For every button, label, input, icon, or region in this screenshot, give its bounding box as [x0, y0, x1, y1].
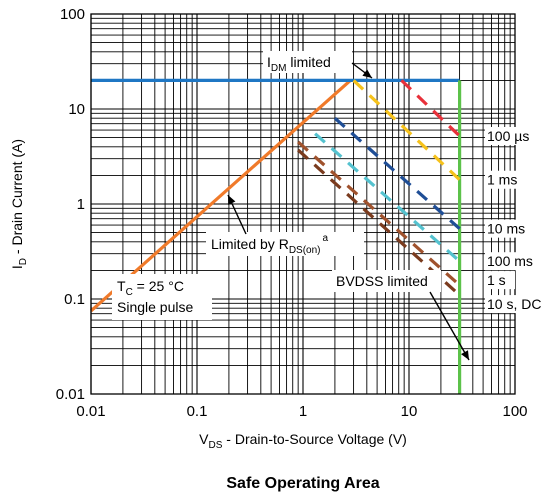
- curve-label-ms100: 100 ms: [487, 253, 533, 269]
- curve-label-ms1: 1 ms: [487, 172, 517, 188]
- curve-label-box-s1: [485, 271, 515, 290]
- x-tick-label: 0.1: [187, 403, 208, 420]
- curve-label-box-us100: [485, 126, 539, 145]
- curve-label-box-ms100: [485, 252, 539, 271]
- series-ms100: [314, 132, 461, 263]
- curve-label-box-s10: [485, 295, 555, 314]
- tick-labels: 0.01 0.1 1 10 100 0.01 0.1 1 10 100: [56, 6, 528, 420]
- idm-annotation: IDM limited: [267, 54, 331, 74]
- rds-annotation-box: [206, 232, 364, 256]
- curve-label-s10: 10 s, DC: [487, 296, 541, 312]
- x-axis-label: VDS - Drain-to-Source Voltage (V): [199, 431, 407, 451]
- tc-annotation: TC = 25 °C: [117, 278, 184, 298]
- annotations: IDM limited Limited by RDS(on)a TC = 25 °C…: [112, 51, 555, 361]
- series-us100: [400, 79, 461, 138]
- curve-label-s1: 1 s: [487, 272, 506, 288]
- series-ms10: [333, 117, 461, 230]
- curve-label-box-ms1: [485, 170, 523, 189]
- y-tick-label: 0.1: [64, 291, 85, 308]
- y-tick-label: 10: [68, 101, 85, 118]
- bvdss-annotation: BVDSS limited: [336, 273, 428, 289]
- grid: [90, 14, 515, 395]
- series-rds: [89, 79, 352, 313]
- series-ms1: [352, 79, 461, 181]
- y-tick-label: 1: [77, 196, 85, 213]
- bvdss-arrow-head: [461, 350, 469, 360]
- rds-annotation: Limited by RDS(on)a: [211, 233, 329, 256]
- idm-annotation-box: [263, 51, 352, 73]
- idm-arrow-head: [362, 69, 372, 78]
- rds-arrow-head: [228, 195, 236, 205]
- series-s1: [297, 140, 461, 287]
- x-tick-label: 100: [502, 403, 527, 420]
- x-tick-label: 1: [299, 403, 307, 420]
- x-tick-label: 10: [401, 403, 418, 420]
- bvdss-annotation-box: [332, 270, 441, 292]
- plot-frame: [90, 13, 516, 395]
- curve-label-us100: 100 µs: [487, 128, 529, 144]
- chart-title: Safe Operating Area: [226, 475, 379, 492]
- curve-label-box-ms10: [485, 219, 531, 238]
- y-tick-label: 100: [60, 6, 85, 23]
- single-pulse-label: Single pulse: [117, 299, 193, 315]
- x-tick-label: 0.01: [76, 403, 105, 420]
- curve-label-ms10: 10 ms: [487, 221, 525, 237]
- y-tick-label: 0.01: [56, 386, 85, 403]
- bvdss-arrow: [429, 291, 470, 361]
- tc-annotation-box: [112, 274, 212, 320]
- y-axis-label: ID - Drain Current (A): [9, 139, 29, 269]
